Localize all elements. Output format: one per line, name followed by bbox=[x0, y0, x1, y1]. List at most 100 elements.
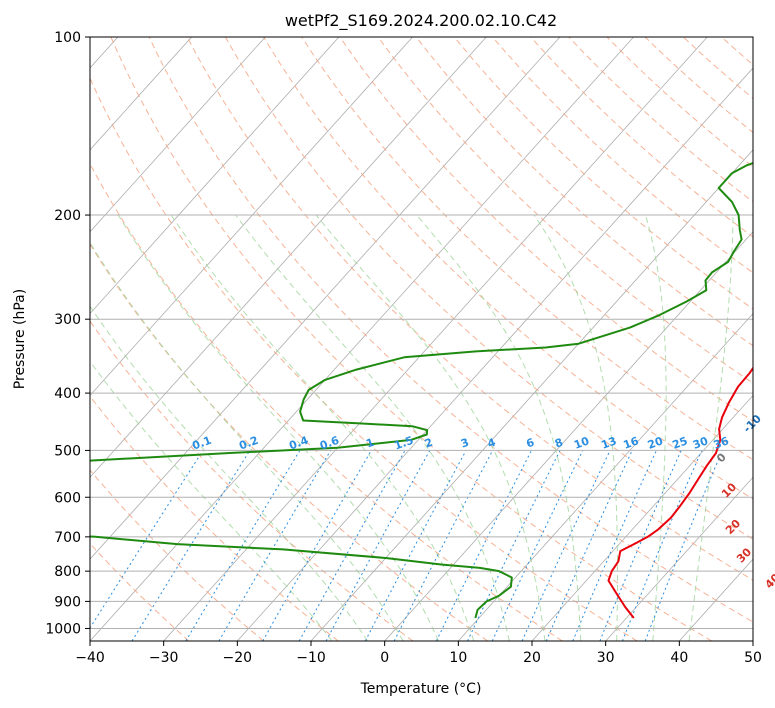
dry-adiabat-line bbox=[90, 162, 563, 641]
x-tick-label: 40 bbox=[670, 650, 688, 666]
x-tick-label: −10 bbox=[296, 650, 326, 666]
dry-adiabat-line bbox=[453, 37, 753, 310]
y-tick-label: 500 bbox=[54, 443, 81, 459]
dry-adiabat-line bbox=[90, 395, 339, 641]
dry-adiabat-line bbox=[90, 77, 638, 641]
dry-adiabat-line bbox=[377, 37, 753, 384]
mixing-ratio-label: 2 bbox=[423, 436, 435, 451]
moist-adiabat-line bbox=[645, 214, 667, 641]
mixing-ratio-label: 0.1 bbox=[190, 434, 213, 453]
mixing-ratio-label: 13 bbox=[600, 434, 619, 451]
isotherm-line bbox=[605, 476, 753, 641]
mixing-ratio-label: 8 bbox=[553, 436, 565, 451]
moist-adiabat-line bbox=[533, 214, 618, 641]
isotherm-line bbox=[310, 149, 753, 641]
dry-adiabat-line bbox=[90, 320, 414, 641]
x-tick-label: −40 bbox=[75, 650, 105, 666]
plot-frame bbox=[89, 36, 754, 642]
x-axis-title: Temperature (°C) bbox=[360, 681, 482, 697]
isotherm-line bbox=[90, 37, 413, 397]
y-tick-label: 1000 bbox=[45, 621, 81, 637]
mixing-ratio-line bbox=[298, 450, 406, 641]
mixing-ratio-line bbox=[393, 450, 494, 641]
y-tick-label: 400 bbox=[54, 386, 81, 402]
mixing-ratio-label: 36 bbox=[712, 434, 731, 452]
mixing-ratio-line bbox=[364, 450, 467, 641]
y-tick-label: 900 bbox=[54, 594, 81, 610]
mixing-ratio-label: 6 bbox=[525, 436, 537, 451]
mixing-ratio-label: 0.2 bbox=[237, 434, 260, 453]
isotherm-line bbox=[237, 67, 753, 641]
mixing-ratio-label: 1 bbox=[364, 436, 376, 451]
mixing-ratio-label: 16 bbox=[622, 434, 641, 452]
mixing-ratio-line bbox=[644, 450, 723, 641]
isotherm-line bbox=[458, 312, 753, 641]
x-tick-label: 30 bbox=[597, 650, 615, 666]
moist-adiabat-line bbox=[688, 214, 734, 641]
x-tick-label: 20 bbox=[523, 650, 541, 666]
moist-adiabat-line bbox=[315, 214, 546, 641]
dry-adiabat-line bbox=[224, 37, 753, 540]
y-tick-label: 800 bbox=[54, 564, 81, 580]
isotherm-line bbox=[531, 394, 753, 641]
isotherm-line bbox=[384, 231, 753, 641]
dry-adiabat-line bbox=[606, 37, 753, 168]
dry-adiabat-line bbox=[148, 37, 753, 623]
isotherm-line bbox=[163, 37, 708, 641]
isotherm-line bbox=[90, 37, 266, 233]
dry-adiabat-line bbox=[110, 37, 712, 641]
mixing-ratio-label: 25 bbox=[671, 434, 690, 451]
mixing-ratio-label: 0.4 bbox=[287, 434, 310, 453]
mixing-ratio-line bbox=[621, 450, 703, 641]
y-tick-label: 700 bbox=[54, 530, 81, 546]
line-labels: 0.1 0.2 0.4 0.6 1 1.5 2 3 4 6 8 10 13 16 20 25 30 36-1001… bbox=[190, 412, 775, 591]
y-tick-label: 200 bbox=[54, 208, 81, 224]
background-lines bbox=[90, 37, 753, 641]
x-tick-label: 0 bbox=[380, 650, 389, 666]
profile-lines bbox=[90, 162, 753, 619]
moist-adiabat-line bbox=[90, 241, 404, 641]
dry-adiabat-line bbox=[339, 37, 753, 422]
moist-adiabat-line bbox=[90, 305, 369, 641]
isotherm-line bbox=[90, 37, 340, 315]
mixing-ratio-label: 1.5 bbox=[393, 434, 416, 453]
temperature-profile bbox=[607, 366, 753, 619]
mixing-ratio-line bbox=[218, 450, 332, 641]
chart-title: wetPf2_S169.2024.200.02.10.C42 bbox=[285, 11, 557, 31]
mixing-ratio-label: 4 bbox=[486, 436, 498, 451]
dry-adiabat-line bbox=[492, 37, 753, 274]
moist-adiabat-line bbox=[117, 214, 439, 641]
dry-adiabat-line bbox=[263, 37, 753, 500]
x-tick-label: −20 bbox=[223, 650, 253, 666]
x-tick-label: −30 bbox=[149, 650, 179, 666]
dry-adiabat-line bbox=[415, 37, 753, 347]
mixing-ratio-label: 20 bbox=[646, 434, 665, 452]
dry-adiabat-line bbox=[90, 243, 488, 641]
mixing-ratio-line bbox=[491, 450, 584, 641]
mixing-ratio-label: 3 bbox=[459, 436, 471, 451]
moist-adiabat-line bbox=[170, 214, 475, 641]
moist-adiabat-line bbox=[416, 214, 582, 641]
y-tick-label: 300 bbox=[54, 312, 81, 328]
isotherm-line bbox=[90, 37, 561, 560]
mixing-ratio-line bbox=[435, 450, 532, 641]
mixing-ratio-label: 0.6 bbox=[318, 434, 341, 453]
mixing-ratio-label: 30 bbox=[691, 434, 710, 452]
dry-adiabat-line bbox=[186, 37, 753, 581]
isotherm-line bbox=[90, 37, 634, 641]
y-tick-label: 100 bbox=[54, 30, 81, 46]
mixing-ratio-line bbox=[467, 450, 561, 641]
mixing-ratio-line bbox=[262, 450, 372, 641]
axes: −40 −30 −20 −10 0 10 20 30 40 50 1000 900 800 700 600 5… bbox=[45, 30, 762, 666]
mixing-ratio-label: 10 bbox=[572, 434, 591, 452]
x-tick-label: 10 bbox=[449, 650, 467, 666]
x-tick-label: 50 bbox=[744, 650, 762, 666]
dewpoint-profile bbox=[90, 162, 753, 619]
isotherm-line bbox=[90, 37, 487, 478]
moist-adiabat-line bbox=[235, 214, 510, 641]
mixing-ratio-line bbox=[325, 450, 431, 641]
mixing-ratio-line bbox=[185, 450, 301, 641]
isotherm-line bbox=[90, 37, 192, 151]
